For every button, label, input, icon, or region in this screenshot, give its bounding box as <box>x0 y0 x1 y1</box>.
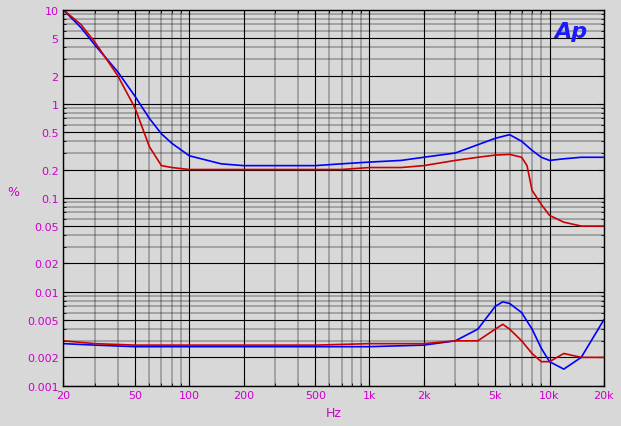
Y-axis label: %: % <box>7 185 19 199</box>
X-axis label: Hz: Hz <box>325 406 342 419</box>
Text: Ap: Ap <box>555 22 587 42</box>
